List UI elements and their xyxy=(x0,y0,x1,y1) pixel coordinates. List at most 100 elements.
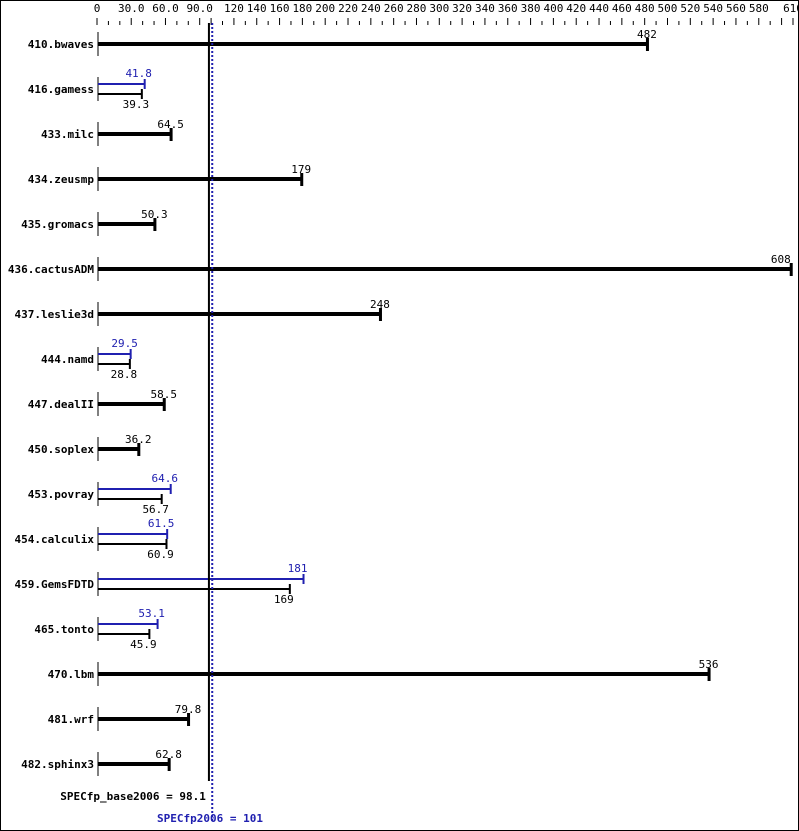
base-bar-cap xyxy=(165,539,168,549)
base-value-label: 64.5 xyxy=(157,118,184,131)
x-tick-label: 0 xyxy=(94,2,101,15)
x-tick-label: 160 xyxy=(270,2,290,15)
base-bar xyxy=(98,633,150,635)
x-tick-label: 360 xyxy=(498,2,518,15)
base-value-label: 169 xyxy=(274,593,294,606)
base-bar xyxy=(98,177,302,181)
x-tick-label: 60.0 xyxy=(152,2,179,15)
base-bar xyxy=(98,588,290,590)
base-bar xyxy=(98,312,380,316)
base-bar xyxy=(98,762,169,766)
base-bar-cap xyxy=(300,173,304,186)
base-bar-cap xyxy=(707,668,711,681)
x-tick-label: 260 xyxy=(384,2,404,15)
category-label: 435.gromacs xyxy=(21,218,94,231)
x-tick-label: 320 xyxy=(452,2,472,15)
category-label: 444.namd xyxy=(41,353,94,366)
base-bar-cap xyxy=(160,494,163,504)
category-label: 410.bwaves xyxy=(28,38,94,51)
base-bar xyxy=(98,132,171,136)
category-label: 434.zeusmp xyxy=(28,173,95,186)
base-bar xyxy=(98,543,167,545)
base-value-label: 58.5 xyxy=(150,388,177,401)
x-tick-label: 500 xyxy=(658,2,678,15)
base-value-label: 56.7 xyxy=(142,503,169,516)
base-bar xyxy=(98,222,155,226)
x-tick-label: 380 xyxy=(521,2,541,15)
base-bar-cap xyxy=(169,128,173,141)
base-bar xyxy=(98,498,162,500)
base-bar-cap xyxy=(645,38,649,51)
base-value-label: 79.8 xyxy=(175,703,202,716)
base-bar xyxy=(98,42,647,46)
base-value-label: 536 xyxy=(699,658,719,671)
base-value-label: 248 xyxy=(370,298,390,311)
base-bar xyxy=(98,672,709,676)
base-bar-cap xyxy=(288,584,291,594)
base-bar-cap xyxy=(789,263,793,276)
peak-value-label: 181 xyxy=(288,562,308,575)
base-value-label: 45.9 xyxy=(130,638,157,651)
peak-reference-label: SPECfp2006 = 101 xyxy=(157,812,263,825)
x-tick-label: 440 xyxy=(589,2,609,15)
category-label: 470.lbm xyxy=(48,668,95,681)
x-tick-label: 280 xyxy=(407,2,427,15)
peak-bar xyxy=(98,533,168,535)
peak-bar-cap xyxy=(129,349,132,359)
x-tick-label: 240 xyxy=(361,2,381,15)
peak-bar-cap xyxy=(143,79,146,89)
x-tick-label: 90.0 xyxy=(186,2,213,15)
peak-value-label: 41.8 xyxy=(125,67,152,80)
peak-bar-cap xyxy=(169,484,172,494)
base-value-label: 50.3 xyxy=(141,208,168,221)
base-value-label: 62.8 xyxy=(155,748,182,761)
category-label: 454.calculix xyxy=(15,533,95,546)
category-label: 436.cactusADM xyxy=(8,263,94,276)
base-value-label: 179 xyxy=(291,163,311,176)
x-tick-label: 30.0 xyxy=(118,2,145,15)
x-tick-label: 340 xyxy=(475,2,495,15)
x-tick-label: 460 xyxy=(612,2,632,15)
peak-bar xyxy=(98,83,145,85)
base-bar-cap xyxy=(140,89,143,99)
category-label: 450.soplex xyxy=(28,443,95,456)
base-bar xyxy=(98,93,142,95)
category-label: 459.GemsFDTD xyxy=(15,578,95,591)
base-reference-label: SPECfp_base2006 = 98.1 xyxy=(60,790,206,803)
x-tick-label: 540 xyxy=(703,2,723,15)
base-bar-cap xyxy=(148,629,151,639)
category-label: 447.dealII xyxy=(28,398,94,411)
x-tick-label: 200 xyxy=(315,2,335,15)
peak-value-label: 61.5 xyxy=(148,517,175,530)
x-tick-label: 420 xyxy=(566,2,586,15)
category-label: 437.leslie3d xyxy=(15,308,94,321)
category-label: 433.milc xyxy=(41,128,94,141)
base-bar-cap xyxy=(137,443,141,456)
x-tick-label: 520 xyxy=(680,2,700,15)
peak-bar-cap xyxy=(166,529,169,539)
base-bar xyxy=(98,447,139,451)
x-tick-label: 140 xyxy=(247,2,267,15)
peak-value-label: 29.5 xyxy=(111,337,138,350)
base-value-label: 482 xyxy=(637,28,657,41)
x-tick-label: 480 xyxy=(635,2,655,15)
peak-bar xyxy=(98,623,158,625)
peak-bar-cap xyxy=(302,574,305,584)
category-label: 481.wrf xyxy=(48,713,94,726)
base-bar-cap xyxy=(378,308,382,321)
base-bar-cap xyxy=(187,713,191,726)
base-bar-cap xyxy=(162,398,166,411)
x-tick-label: 220 xyxy=(338,2,358,15)
x-tick-label: 300 xyxy=(429,2,449,15)
category-label: 416.gamess xyxy=(28,83,94,96)
x-tick-label: 610 xyxy=(783,2,798,15)
peak-bar-cap xyxy=(156,619,159,629)
base-value-label: 608 xyxy=(771,253,791,266)
peak-bar xyxy=(98,353,131,355)
base-bar xyxy=(98,402,164,406)
base-bar-cap xyxy=(153,218,157,231)
x-tick-label: 180 xyxy=(292,2,312,15)
x-tick-label: 120 xyxy=(224,2,244,15)
